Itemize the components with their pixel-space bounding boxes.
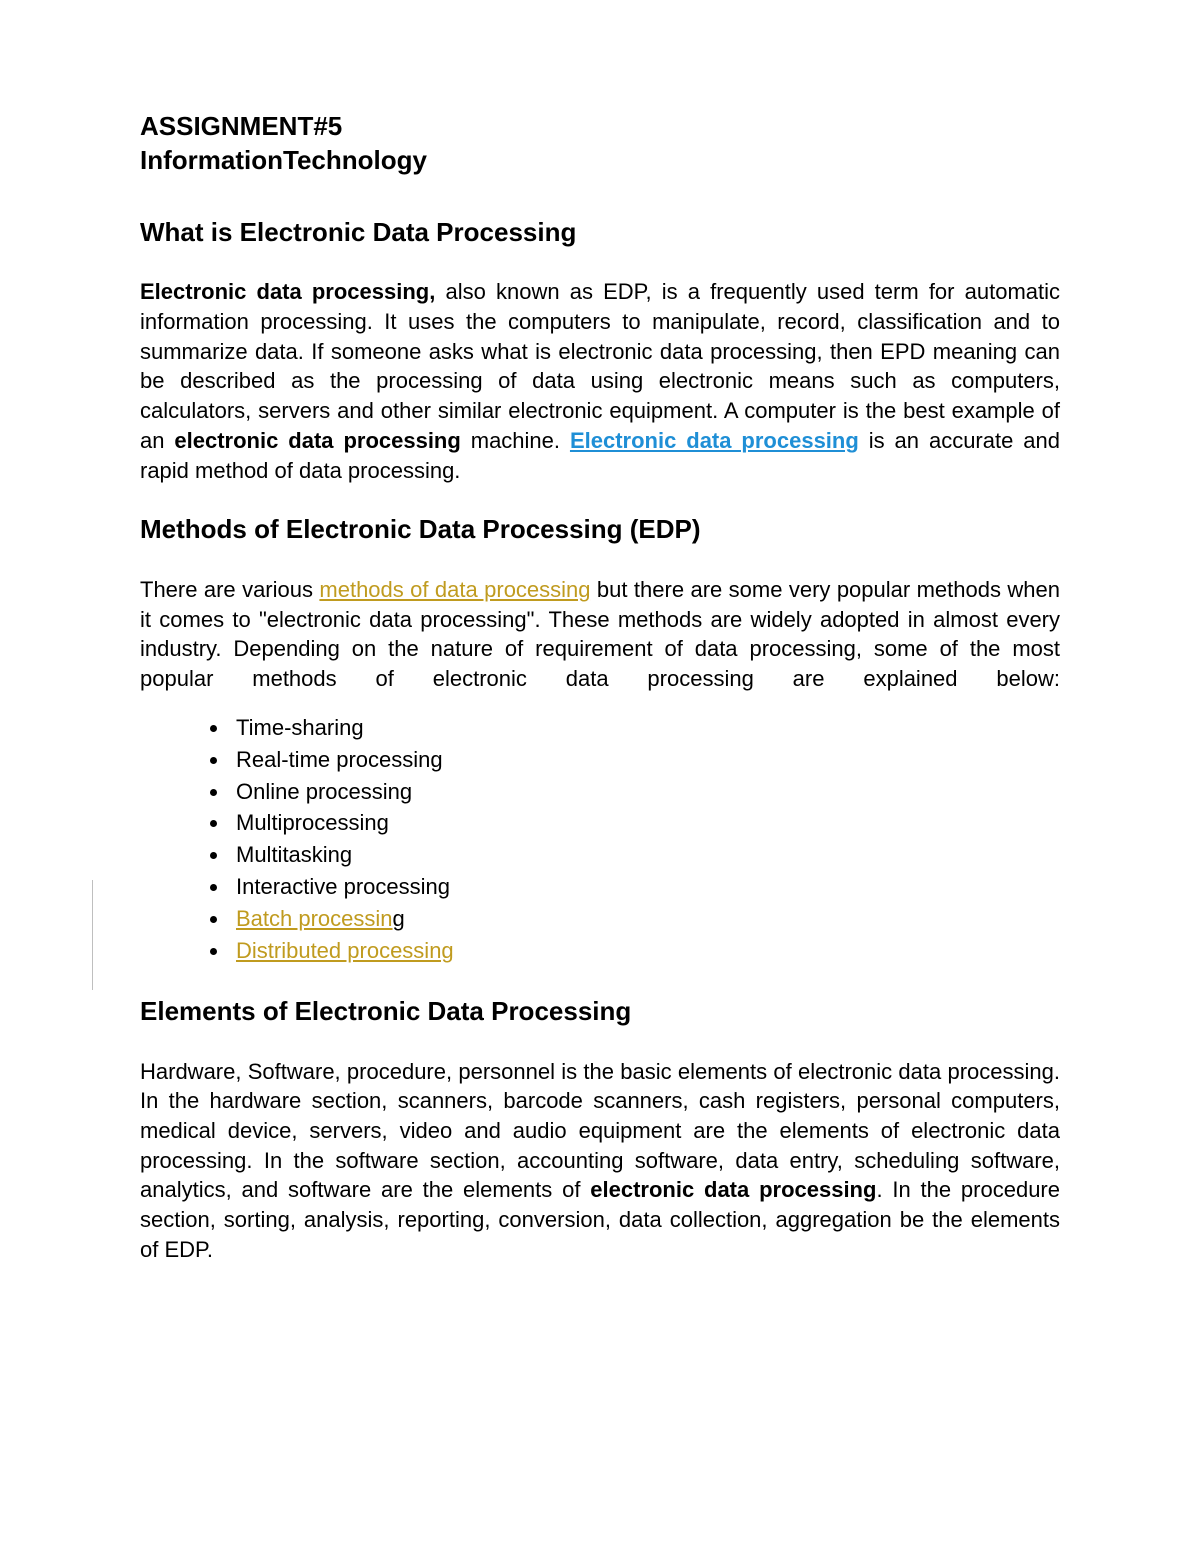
inline-bold: electronic data processing	[174, 428, 460, 453]
list-item: Interactive processing	[230, 871, 1060, 903]
list-item-link[interactable]: Batch processin	[236, 906, 393, 931]
list-item: Online processing	[230, 776, 1060, 808]
revision-rule	[92, 880, 93, 990]
list-item-tail: g	[393, 906, 405, 931]
section-heading-methods: Methods of Electronic Data Processing (E…	[140, 513, 1060, 547]
text-segment: machine.	[461, 428, 570, 453]
list-item-link[interactable]: Distributed processing	[236, 938, 454, 963]
list-item: Real-time processing	[230, 744, 1060, 776]
methods-link[interactable]: methods of data processing	[319, 577, 590, 602]
inline-bold: electronic data processing	[590, 1177, 876, 1202]
text-segment: There are various	[140, 577, 319, 602]
section-heading-what-is: What is Electronic Data Processing	[140, 216, 1060, 250]
lead-bold: Electronic data processing,	[140, 279, 435, 304]
edp-link[interactable]: Electronic data processing	[570, 428, 859, 453]
elements-paragraph: Hardware, Software, procedure, personnel…	[140, 1057, 1060, 1265]
list-item: Time-sharing	[230, 712, 1060, 744]
list-item: Distributed processing	[230, 935, 1060, 967]
what-is-paragraph: Electronic data processing, also known a…	[140, 277, 1060, 485]
section-heading-elements: Elements of Electronic Data Processing	[140, 995, 1060, 1029]
document-page: ASSIGNMENT#5 InformationTechnology What …	[0, 0, 1200, 1553]
assignment-course: InformationTechnology	[140, 144, 1060, 178]
assignment-number: ASSIGNMENT#5	[140, 110, 1060, 144]
text-segment: also known as EDP, is a frequently used …	[140, 279, 1060, 452]
methods-intro: There are various methods of data proces…	[140, 575, 1060, 694]
list-item: Multitasking	[230, 839, 1060, 871]
list-item: Multiprocessing	[230, 807, 1060, 839]
methods-list: Time-sharingReal-time processingOnline p…	[140, 712, 1060, 967]
list-item: Batch processing	[230, 903, 1060, 935]
assignment-header: ASSIGNMENT#5 InformationTechnology	[140, 110, 1060, 178]
